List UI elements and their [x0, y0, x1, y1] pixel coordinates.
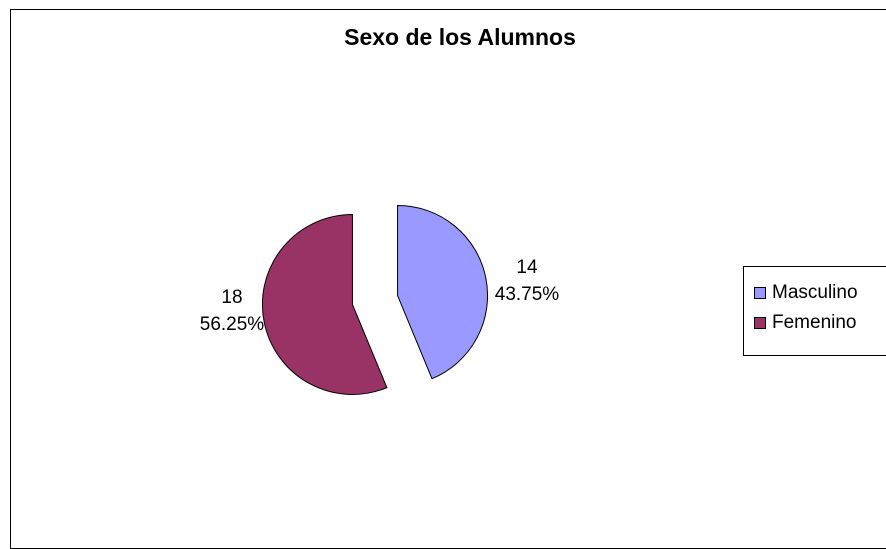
data-label-percent-masculino: 43.75%	[495, 284, 560, 305]
legend-item-masculino: Masculino	[754, 281, 858, 305]
legend-label-femenino: Femenino	[772, 312, 857, 333]
chart-title: Sexo de los Alumnos	[344, 24, 576, 50]
data-label-value-femenino: 18	[221, 287, 242, 308]
data-label-value-masculino: 14	[516, 257, 538, 278]
legend-item-femenino: Femenino	[754, 311, 857, 335]
pie-slice-masculino	[397, 205, 489, 380]
legend-swatch-femenino	[754, 317, 766, 329]
pie-slice-femenino	[261, 213, 388, 395]
legend: Masculino Femenino	[743, 266, 886, 356]
data-label-percent-femenino: 56.25%	[200, 314, 265, 335]
legend-swatch-masculino	[754, 287, 766, 299]
legend-label-masculino: Masculino	[772, 282, 858, 303]
